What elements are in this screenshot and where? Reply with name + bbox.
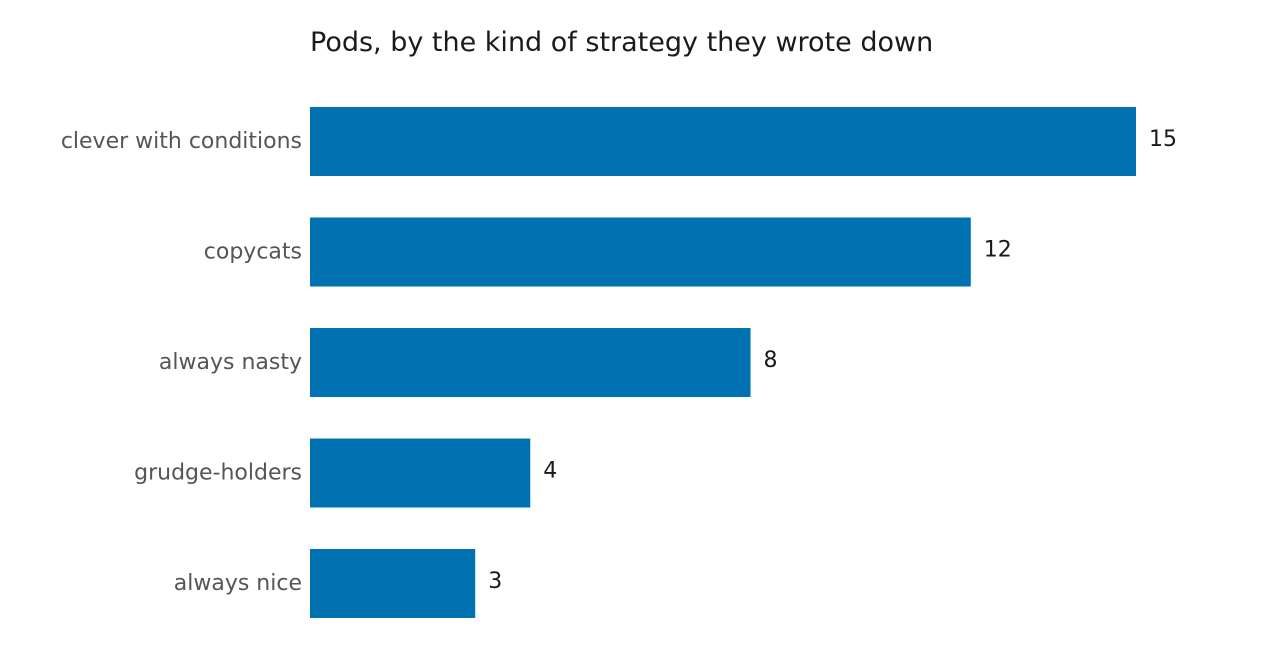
category-label-grudge-holders: grudge-holders xyxy=(134,461,302,486)
category-label-copycats: copycats xyxy=(204,240,302,265)
category-label-clever-with-conditions: clever with conditions xyxy=(61,129,302,154)
value-label-clever-with-conditions: 15 xyxy=(1149,127,1177,152)
bar-clever-with-conditions xyxy=(310,107,1136,176)
bars-group: clever with conditions 15 copycats 12 always… xyxy=(61,107,1177,618)
category-label-always-nasty: always nasty xyxy=(159,350,302,375)
value-label-copycats: 12 xyxy=(984,238,1012,263)
value-label-always-nasty: 8 xyxy=(764,348,778,373)
value-label-always-nice: 3 xyxy=(488,569,502,594)
category-label-always-nice: always nice xyxy=(174,571,302,596)
value-label-grudge-holders: 4 xyxy=(543,459,557,484)
chart-title: Pods, by the kind of strategy they wrote… xyxy=(310,27,933,58)
bar-grudge-holders xyxy=(310,438,531,508)
bar-always-nasty xyxy=(310,328,751,397)
bar-copycats xyxy=(310,217,971,287)
bar-always-nice xyxy=(310,549,476,618)
